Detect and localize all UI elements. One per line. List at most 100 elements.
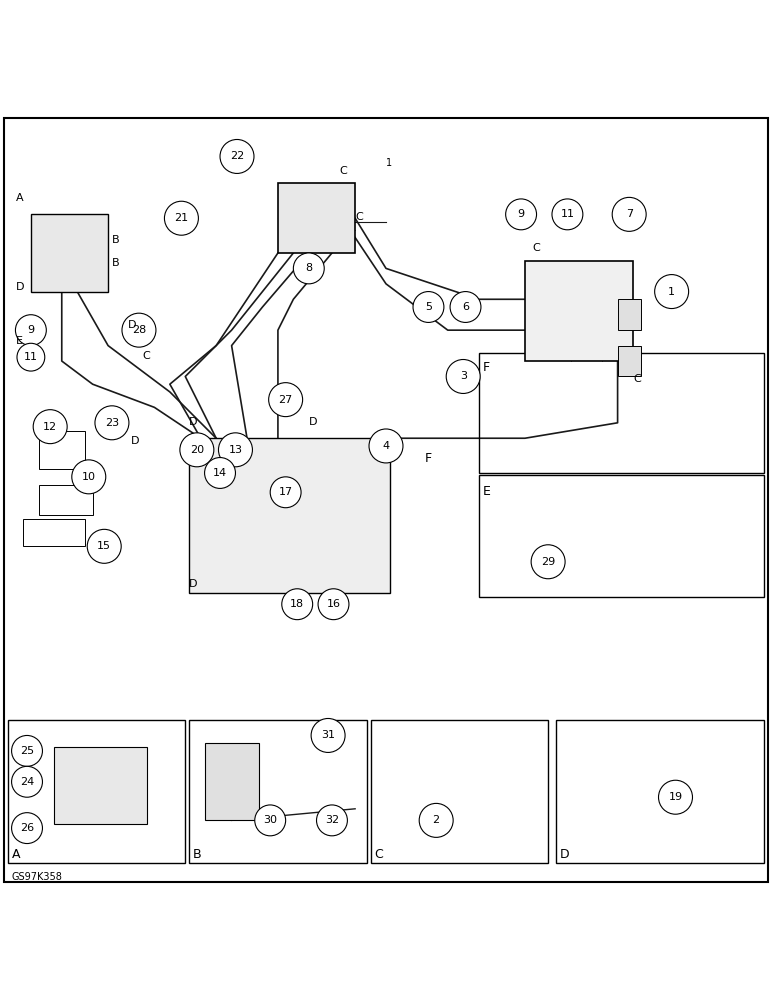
Text: 30: 30 [263,815,277,825]
Text: D: D [189,417,198,427]
Text: 15: 15 [97,541,111,551]
Bar [556,720,764,863]
Circle shape [15,315,46,346]
Text: 13: 13 [229,445,242,455]
Bar [39,431,85,469]
Text: 9: 9 [27,325,35,335]
Circle shape [17,343,45,371]
Text: A: A [12,848,20,861]
Text: 12: 12 [43,422,57,432]
Circle shape [612,197,646,231]
Circle shape [33,410,67,444]
Text: 4: 4 [382,441,390,451]
Text: 11: 11 [560,209,574,219]
Bar [39,485,93,515]
Circle shape [72,460,106,494]
Text: 3: 3 [459,371,467,381]
Text: 16: 16 [327,599,340,609]
Bar [189,720,367,863]
Text: 31: 31 [321,730,335,740]
Circle shape [12,766,42,797]
Text: E: E [15,336,22,346]
Text: 5: 5 [425,302,432,312]
Text: C: C [355,212,363,222]
Bar [479,475,764,596]
Circle shape [270,477,301,508]
Text: D: D [127,320,136,330]
Circle shape [95,406,129,440]
Text: B: B [112,258,120,268]
Circle shape [311,718,345,752]
Circle shape [220,139,254,173]
Text: 7: 7 [625,209,633,219]
Bar [8,720,185,863]
Circle shape [413,292,444,322]
Text: GS97K358: GS97K358 [12,872,63,882]
Text: 2: 2 [432,815,440,825]
Circle shape [369,429,403,463]
Circle shape [506,199,537,230]
Circle shape [122,313,156,347]
Circle shape [12,813,42,844]
Text: 29: 29 [541,557,555,567]
Text: 21: 21 [174,213,188,223]
Circle shape [317,805,347,836]
Circle shape [552,199,583,230]
Bar [189,438,390,593]
Circle shape [419,803,453,837]
Circle shape [446,359,480,393]
Text: 1: 1 [386,158,392,168]
Text: C: C [340,166,347,176]
Circle shape [255,805,286,836]
Circle shape [531,545,565,579]
Text: F: F [482,361,489,374]
Circle shape [293,253,324,284]
Bar [54,747,147,824]
Text: B: B [112,235,120,245]
Text: D: D [560,848,569,861]
Text: 22: 22 [230,151,244,161]
Circle shape [218,433,252,467]
Text: 23: 23 [105,418,119,428]
Text: C: C [533,243,540,253]
Text: C: C [143,351,151,361]
Circle shape [655,275,689,309]
Text: 18: 18 [290,599,304,609]
Text: 20: 20 [190,445,204,455]
Circle shape [269,383,303,417]
Text: D: D [189,579,198,589]
Circle shape [318,589,349,620]
Text: 19: 19 [669,792,682,802]
Bar [371,720,548,863]
Bar [31,214,108,292]
Text: A: A [15,193,23,203]
Bar [205,743,259,820]
Text: 25: 25 [20,746,34,756]
Circle shape [282,589,313,620]
Text: 11: 11 [24,352,38,362]
Bar [525,261,633,361]
Text: 8: 8 [305,263,313,273]
Text: 10: 10 [82,472,96,482]
Text: 26: 26 [20,823,34,833]
Circle shape [12,735,42,766]
Text: 27: 27 [279,395,293,405]
Text: E: E [482,485,490,498]
Text: 17: 17 [279,487,293,497]
Text: 9: 9 [517,209,525,219]
Text: 28: 28 [132,325,146,335]
Text: 32: 32 [325,815,339,825]
Bar [278,183,355,253]
Text: B: B [193,848,201,861]
Circle shape [659,780,692,814]
Text: 24: 24 [20,777,34,787]
Bar [479,353,764,473]
Text: 1: 1 [668,287,676,297]
Circle shape [205,458,235,488]
Bar [618,299,641,330]
Text: D: D [15,282,24,292]
Bar [618,346,641,376]
Circle shape [164,201,198,235]
Circle shape [180,433,214,467]
Text: 14: 14 [213,468,227,478]
